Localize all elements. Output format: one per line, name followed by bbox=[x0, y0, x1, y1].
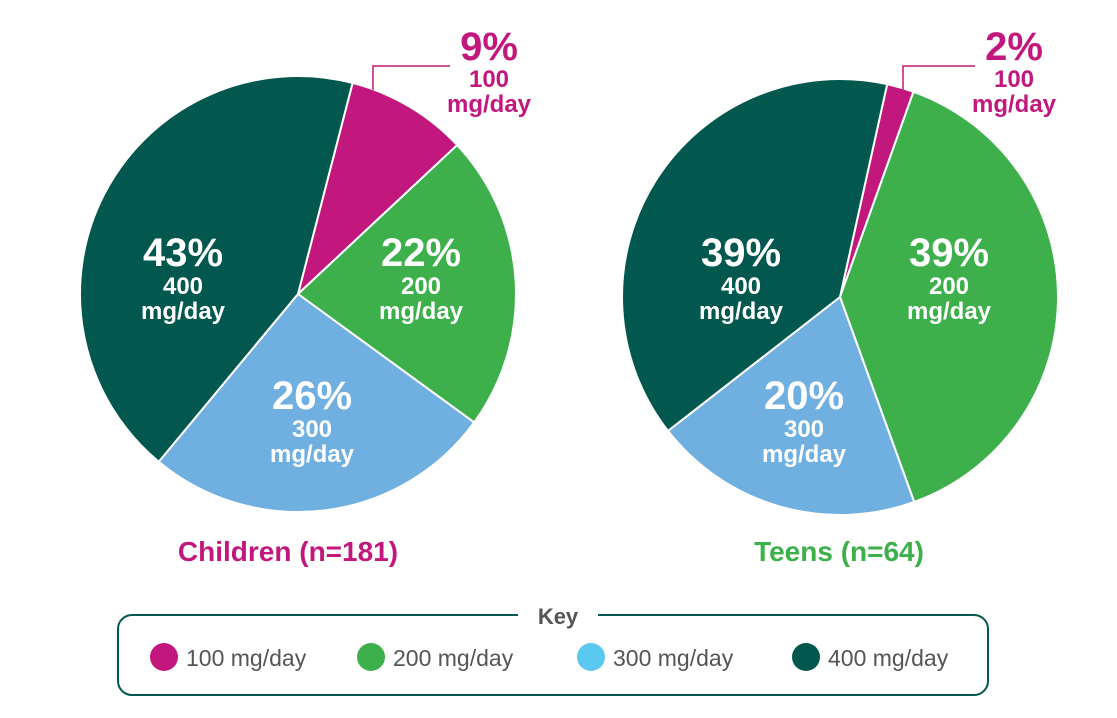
teens-dose-unit-200: mg/day bbox=[907, 298, 992, 325]
children-percent-label-400: 43% bbox=[143, 231, 223, 275]
children-percent-label-300: 26% bbox=[272, 374, 352, 418]
legend-label-200: 200 mg/day bbox=[393, 645, 514, 671]
children-dose-unit-100: mg/day bbox=[447, 91, 532, 118]
teens-dose-unit-300: mg/day bbox=[762, 441, 847, 468]
teens-dose-value-300: 300 bbox=[784, 416, 824, 443]
children-dose-unit-400: mg/day bbox=[141, 298, 226, 325]
teens-percent-label-300: 20% bbox=[764, 374, 844, 418]
children-slice-300 bbox=[157, 293, 476, 513]
children-dose-value-300: 300 bbox=[292, 416, 332, 443]
children-pie-chart: 9%100mg/day22%200mg/day26%300mg/day43%40… bbox=[79, 25, 532, 513]
children-leader-line-100 bbox=[372, 65, 450, 90]
teens-chart-title: Teens (n=64) bbox=[754, 536, 924, 567]
children-slice-200 bbox=[297, 144, 517, 424]
children-dose-unit-300: mg/day bbox=[270, 441, 355, 468]
legend-swatch-300 bbox=[577, 643, 605, 671]
legend-label-100: 100 mg/day bbox=[186, 645, 307, 671]
legend-label-300: 300 mg/day bbox=[613, 645, 734, 671]
legend-title-gap bbox=[518, 604, 598, 628]
teens-percent-label-200: 39% bbox=[909, 231, 989, 275]
teens-pie-chart: 2%100mg/day39%200mg/day20%300mg/day39%40… bbox=[621, 25, 1059, 516]
children-dose-unit-200: mg/day bbox=[379, 298, 464, 325]
children-percent-label-200: 22% bbox=[381, 231, 461, 275]
legend-swatch-100 bbox=[150, 643, 178, 671]
teens-dose-value-100: 100 bbox=[994, 66, 1034, 93]
children-dose-value-100: 100 bbox=[469, 66, 509, 93]
legend-swatch-400 bbox=[792, 643, 820, 671]
teens-slice-200 bbox=[839, 90, 1059, 503]
teens-slice-300 bbox=[666, 296, 916, 516]
children-slice-100 bbox=[297, 81, 459, 295]
teens-dose-unit-400: mg/day bbox=[699, 298, 784, 325]
teens-dose-value-400: 400 bbox=[721, 273, 761, 300]
children-slice-400 bbox=[79, 75, 354, 463]
children-chart-title: Children (n=181) bbox=[178, 536, 398, 567]
teens-leader-line-100 bbox=[902, 65, 975, 90]
children-percent-label-100: 9% bbox=[460, 25, 518, 69]
legend-label-400: 400 mg/day bbox=[828, 645, 949, 671]
legend-title: Key bbox=[538, 604, 579, 629]
legend: Key 100 mg/day 200 mg/day 300 mg/day 400… bbox=[117, 604, 989, 696]
teens-dose-value-200: 200 bbox=[929, 273, 969, 300]
legend-swatch-200 bbox=[357, 643, 385, 671]
teens-percent-label-100: 2% bbox=[985, 25, 1043, 69]
teens-dose-unit-100: mg/day bbox=[972, 91, 1057, 118]
teens-slice-400 bbox=[621, 78, 889, 432]
children-dose-value-400: 400 bbox=[163, 273, 203, 300]
children-dose-value-200: 200 bbox=[401, 273, 441, 300]
teens-percent-label-400: 39% bbox=[701, 231, 781, 275]
